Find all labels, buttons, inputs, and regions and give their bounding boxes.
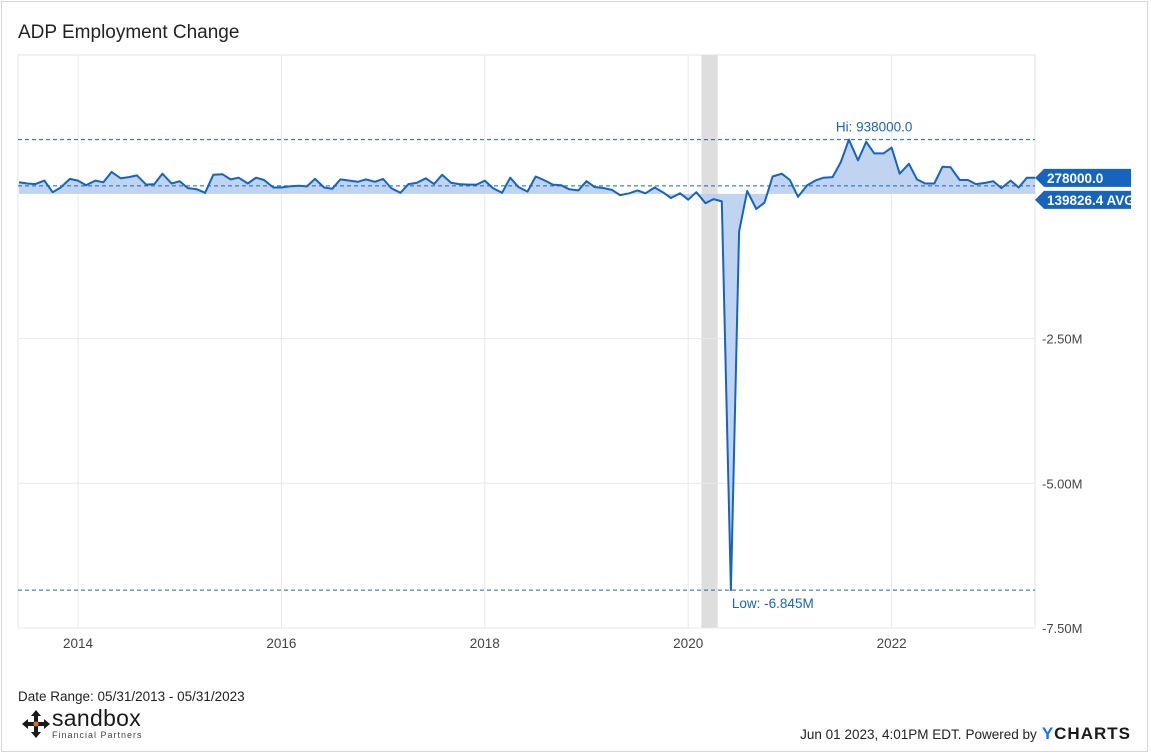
recession-band: [701, 55, 718, 628]
chart-title: ADP Employment Change: [18, 22, 240, 43]
sandbox-logo: sandbox Financial Partners: [22, 705, 172, 744]
series-line: [18, 138, 1036, 592]
x-tick-label: 2016: [266, 636, 296, 651]
series-area: [19, 139, 1035, 591]
high-label: Hi: 938000.0: [836, 120, 913, 135]
date-range: Date Range: 05/31/2013 - 05/31/2023: [18, 689, 245, 704]
last-value-label: 278000.0: [1047, 171, 1103, 186]
y-tick-label: -2.50M: [1042, 332, 1082, 347]
ycharts-brand: YCHARTS: [1041, 724, 1131, 743]
low-label: Low: -6.845M: [732, 596, 814, 611]
powered-by: Powered by: [965, 726, 1037, 742]
y-tick-label: -7.50M: [1042, 621, 1082, 636]
average-value-flag: [1035, 190, 1131, 209]
x-tick-label: 2022: [877, 636, 907, 651]
logo-subtitle: Financial Partners: [52, 730, 143, 740]
logo-name: sandbox: [52, 705, 142, 731]
footer-attribution: Jun 01 2023, 4:01PM EDT. Powered by YCHA…: [800, 724, 1131, 744]
four-arrows-icon: [22, 710, 50, 738]
last-value-flag: [1035, 168, 1131, 187]
timestamp: Jun 01 2023, 4:01PM EDT.: [800, 726, 962, 742]
y-tick-label: -5.00M: [1042, 476, 1082, 491]
x-tick-label: 2020: [673, 636, 703, 651]
x-tick-label: 2018: [470, 636, 500, 651]
plot-area: [17, 54, 1036, 629]
x-tick-label: 2014: [63, 636, 94, 651]
average-value-label: 139826.4 AVG: [1047, 193, 1135, 208]
ycharts-link[interactable]: YCHARTS: [1042, 724, 1131, 744]
